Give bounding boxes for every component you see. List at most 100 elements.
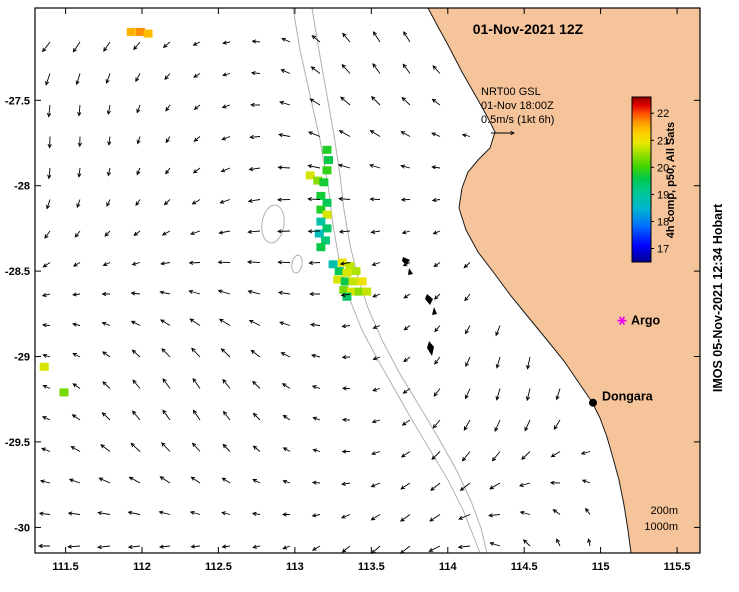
vector-arrow <box>341 63 351 74</box>
vector-arrow <box>340 514 351 519</box>
legend-valid-time: 01-Nov 18:00Z <box>481 100 554 112</box>
vector-arrow <box>311 513 321 518</box>
contour-200m <box>311 7 488 554</box>
vector-arrow <box>188 260 201 265</box>
plot-frame <box>34 7 701 554</box>
vector-arrow <box>71 414 81 421</box>
vector-arrow <box>552 508 561 515</box>
gsl-cell <box>126 27 136 36</box>
vector-arrow <box>250 102 261 108</box>
vector-arrow <box>340 96 351 106</box>
vector-arrow <box>41 416 51 421</box>
vector-arrow <box>402 262 411 267</box>
vector-arrow <box>464 293 471 302</box>
vector-arrow <box>521 451 531 461</box>
vector-arrow <box>247 289 261 295</box>
vector-arrow <box>280 69 291 74</box>
vector-arrow <box>400 451 411 458</box>
vector-arrow <box>101 351 111 358</box>
gsl-cell <box>143 29 153 38</box>
colorbar-gradient <box>631 96 652 263</box>
vector-arrow <box>193 104 201 110</box>
gsl-cell <box>322 145 332 154</box>
vector-arrow <box>247 198 261 203</box>
vector-arrow <box>47 136 52 149</box>
vector-arrow <box>372 356 381 361</box>
vector-arrow <box>400 131 411 137</box>
vector-arrow <box>488 513 501 518</box>
vector-arrow <box>519 510 531 515</box>
island-shape <box>408 268 413 275</box>
vector-arrow <box>218 318 231 326</box>
vector-arrow <box>371 261 381 266</box>
vector-arrow <box>312 416 321 421</box>
vector-arrow <box>74 230 81 238</box>
vector-arrow <box>161 348 171 358</box>
vector-arrow <box>403 356 411 363</box>
vector-arrow <box>277 290 291 295</box>
vector-arrow <box>159 476 171 484</box>
vector-arrow <box>101 412 111 421</box>
vector-arrow <box>307 196 321 202</box>
vector-arrow <box>433 262 441 268</box>
gsl-cell <box>334 267 344 276</box>
vector-arrow <box>341 449 351 454</box>
vector-arrow <box>337 163 351 169</box>
vector-arrow <box>371 419 381 424</box>
vector-arrow <box>192 167 201 174</box>
gsl-cell <box>316 243 326 252</box>
x-tick-label-114: 114 <box>439 561 458 573</box>
vector-arrow <box>403 31 411 43</box>
vector-arrow <box>127 510 141 515</box>
vector-arrow <box>585 507 591 515</box>
colorbar-tick-22: 22 <box>657 108 669 120</box>
vector-arrow <box>42 353 51 358</box>
vector-arrow <box>251 511 261 516</box>
vector-arrow <box>160 319 171 326</box>
vector-arrow <box>341 417 351 422</box>
vector-arrow <box>489 482 501 490</box>
vector-arrow <box>106 199 111 207</box>
vector-arrow <box>77 167 82 178</box>
vector-arrow <box>72 383 81 389</box>
colorbar-tick-20: 20 <box>657 162 669 174</box>
vector-arrow <box>220 167 231 173</box>
vector-arrow <box>130 291 141 296</box>
vector-arrow <box>221 511 231 516</box>
vector-arrow <box>276 229 291 234</box>
gsl-cell <box>316 217 326 226</box>
vector-arrow <box>458 514 471 520</box>
vector-arrow <box>372 31 381 43</box>
gsl-cell <box>345 262 355 270</box>
vector-arrow <box>190 544 201 549</box>
vector-arrow <box>339 261 351 266</box>
vector-arrow <box>161 230 171 236</box>
vector-arrow <box>77 136 82 148</box>
current-vector-arrows <box>37 31 592 554</box>
vector-arrow <box>461 451 471 462</box>
x-tick-label-115.5: 115.5 <box>664 561 691 573</box>
vector-arrow <box>131 261 141 266</box>
vector-arrow <box>131 410 141 421</box>
vector-arrow <box>70 446 81 452</box>
vector-arrow <box>342 386 351 391</box>
vector-arrow <box>189 510 201 515</box>
colorbar-tick-21: 21 <box>657 135 669 147</box>
vector-arrow <box>218 230 231 235</box>
reference-arrow <box>491 130 516 136</box>
gsl-cell <box>316 205 326 214</box>
vector-arrow <box>281 37 291 43</box>
vector-arrow <box>42 262 51 268</box>
vector-arrow <box>459 482 471 492</box>
vector-arrow <box>46 104 52 118</box>
contour-closed-loop-small <box>291 254 303 274</box>
vector-arrow <box>39 479 51 484</box>
vector-arrow <box>399 545 411 554</box>
vector-arrow <box>37 543 50 549</box>
vector-arrow <box>457 544 471 550</box>
vector-arrow <box>282 545 291 550</box>
gsl-cell <box>59 388 69 397</box>
vector-arrow <box>76 199 81 209</box>
gsl-cell <box>316 191 326 200</box>
